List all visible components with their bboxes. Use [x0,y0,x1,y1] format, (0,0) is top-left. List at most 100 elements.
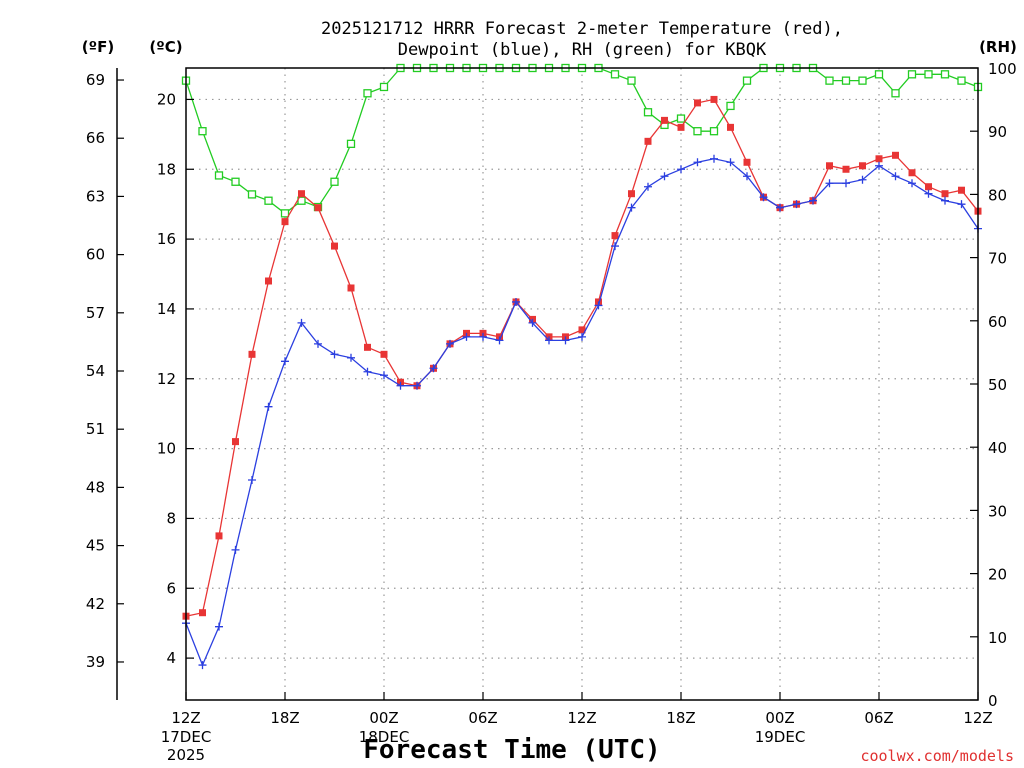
rh-point [264,196,273,205]
rh-point [693,127,702,136]
rh-point [214,171,224,180]
dewpoint-point [380,371,388,380]
rh-point [924,70,933,79]
temperature-point [925,183,932,191]
dewpoint-point [231,545,240,554]
dewpoint-point [858,175,867,184]
dewpoint-point [875,161,883,170]
celsius-unit-label: (ºC) [149,38,182,56]
rh-point [726,101,735,111]
dewpoint-point [281,357,289,366]
fahrenheit-tick-label: 57 [86,304,105,322]
dewpoint-point [957,200,966,209]
fahrenheit-axis: 39 42 45 48 51 54 57 60 63 66 69 [86,71,124,671]
celsius-tick-label: 14 [157,300,176,318]
rh-tick-label: 0 [988,692,998,710]
rh-tick-label: 100 [988,60,1017,78]
dewpoint-point [446,339,454,348]
celsius-tick-label: 10 [157,440,176,458]
temperature-point [677,123,685,131]
rh-point [247,190,257,199]
temperature-point [958,186,965,194]
dewpoint-point [363,367,372,376]
fahrenheit-tick-label: 66 [86,129,105,147]
rh-point [280,209,290,218]
dewpoint-point [611,242,619,251]
dewpoint-point [825,179,834,188]
temperature-point [727,123,734,131]
rh-point [198,127,207,136]
rh-point [346,139,356,148]
dewpoint-point [264,402,273,411]
dewpoint-point [924,189,933,198]
fahrenheit-tick-label: 60 [86,246,105,264]
dewpoint-point [495,336,504,345]
celsius-tick-label: 12 [157,370,176,388]
temperature-line [185,98,979,617]
dewpoint-point [297,318,306,327]
dewpoint-point [429,364,438,373]
dewpoint-point [462,332,471,341]
time-tick-label: 06Z [864,709,893,727]
fahrenheit-tick-label: 63 [86,187,105,205]
temperature-point [578,326,586,334]
temperature-point [215,532,223,540]
dewpoint-point [908,179,916,188]
time-tick-label: 18Z [666,709,695,727]
time-tick-label: 00Z [369,709,398,727]
temperature-point [826,162,833,170]
fahrenheit-unit-label: (ºF) [82,38,114,56]
temperature-point [743,158,751,166]
fahrenheit-tick-label: 51 [86,420,105,438]
credit-link[interactable]: coolwx.com/models [860,747,1014,765]
dewpoint-point [644,182,652,191]
rh-axis: 0 10 20 30 40 50 60 70 80 90 100 [970,60,1017,710]
fahrenheit-tick-label: 48 [86,478,105,496]
fahrenheit-tick-label: 42 [86,595,105,613]
rh-point [231,177,240,186]
dewpoint-point [330,350,339,359]
rh-point [379,82,389,92]
temperature-point [232,438,239,446]
dewpoint-point [396,381,405,390]
rh-point [363,89,372,98]
rh-tick-label: 40 [988,439,1007,457]
dewpoint-point [627,203,636,212]
dewpoint-point [215,622,223,631]
rh-point [676,114,686,123]
time-tick-date: 17DEC [161,728,212,746]
celsius-axis: 4 6 8 10 12 14 16 18 20 [157,90,194,667]
rh-tick-label: 80 [988,186,1007,204]
dewpoint-point [726,158,735,167]
rh-point [643,108,653,117]
dewpoint-point [660,172,669,181]
dewpoint-point [314,339,322,348]
time-tick-label: 18Z [270,709,299,727]
rh-tick-label: 50 [988,376,1007,394]
rh-tick-label: 70 [988,250,1007,268]
dewpoint-point [248,476,256,485]
dewpoint-point [710,154,718,163]
rh-point [627,76,636,85]
rh-tick-label: 10 [988,629,1007,647]
rh-tick-label: 30 [988,502,1007,520]
time-tick-label: 06Z [468,709,497,727]
dewpoint-point [677,165,685,174]
dewpoint-point [198,661,207,670]
rh-point [940,70,950,79]
rh-point [742,76,752,85]
rh-point [907,70,917,79]
series-layer [181,63,983,670]
temperature-point [644,137,652,145]
fahrenheit-tick-label: 69 [86,71,105,89]
temperature-point [314,204,322,212]
time-tick-label: 12Z [171,709,200,727]
rh-point [858,76,867,85]
rh-point [825,76,834,85]
temperature-point [199,609,206,617]
rh-point [841,76,851,85]
dewpoint-point [809,196,817,205]
temperature-point [875,155,883,163]
temperature-point [347,284,355,292]
